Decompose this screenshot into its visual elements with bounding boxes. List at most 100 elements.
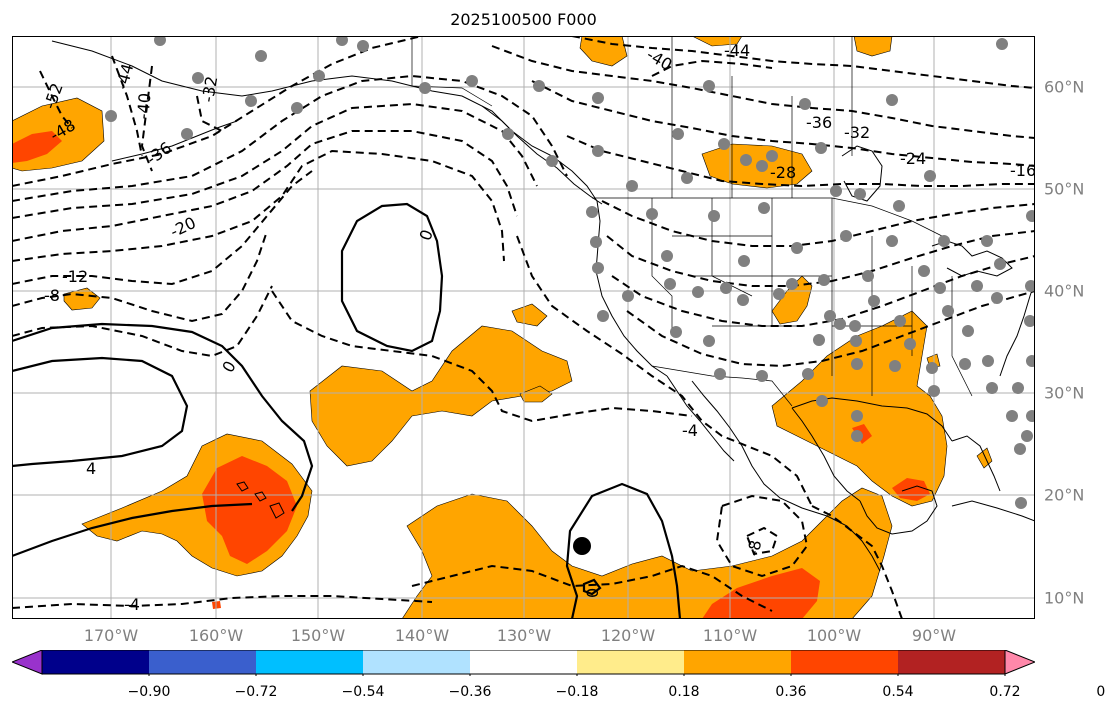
colorbar-tick-label: 0.54 <box>882 684 914 700</box>
contour-minus-32 <box>196 95 223 132</box>
station-dot <box>737 294 749 306</box>
colorbar-tick-label: 0.36 <box>775 684 807 700</box>
colorbar-segment <box>42 650 150 674</box>
contour-minus-24 <box>12 102 538 219</box>
station-dot <box>622 290 634 302</box>
contour-minus-4-west <box>12 285 273 358</box>
orange-area-top-3 <box>853 36 893 57</box>
contour-label: -4 <box>124 595 140 614</box>
station-dot <box>291 102 303 114</box>
station-dot <box>1014 443 1026 455</box>
contour-us-c <box>611 255 1035 327</box>
station-dot <box>661 250 673 262</box>
station-dot <box>1006 410 1018 422</box>
station-dot <box>336 36 348 46</box>
contour-mexico-1 <box>715 494 809 578</box>
colorbar-tick-label: −0.36 <box>448 684 492 700</box>
station-dot <box>928 385 940 397</box>
contour-canada-c <box>566 135 1035 188</box>
contour-label: -36 <box>806 113 832 132</box>
colorbar-tick-label: −0.72 <box>234 684 278 700</box>
lat-label: 50°N <box>1044 179 1085 199</box>
colorbar-segment <box>149 650 257 674</box>
station-dot <box>886 235 898 247</box>
station-dot <box>851 358 863 370</box>
station-dot <box>740 154 752 166</box>
contour-label: -40 <box>133 92 154 120</box>
map-title: 2025100500 F000 <box>450 10 597 29</box>
station-dot <box>862 270 874 282</box>
station-dot <box>894 315 906 327</box>
contour-us-d <box>626 290 1035 368</box>
observation-stations <box>105 36 1035 509</box>
contour-east-gulf <box>811 505 903 619</box>
station-dot <box>830 185 842 197</box>
station-dot <box>851 430 863 442</box>
hudson-bay <box>841 145 883 202</box>
station-dot <box>597 310 609 322</box>
station-dot <box>799 98 811 110</box>
station-dot <box>962 325 974 337</box>
station-dot <box>105 110 117 122</box>
lat-label: 40°N <box>1044 281 1085 301</box>
station-dot <box>924 170 936 182</box>
aleutian-islands <box>111 120 238 162</box>
colorbar-extend-low <box>12 650 43 675</box>
mexico-pacific-coast <box>691 380 881 572</box>
contour-us-a <box>601 200 1035 247</box>
orange-area-gulf <box>771 310 948 507</box>
station-dot <box>502 128 514 140</box>
station-dot <box>1024 315 1035 327</box>
station-dot <box>926 362 938 374</box>
us-mexico-border <box>651 365 793 407</box>
station-dot <box>681 172 693 184</box>
station-dot <box>938 235 950 247</box>
lon-label: 150°W <box>290 626 346 645</box>
contour-minus-40 <box>140 65 153 172</box>
contour-zero-small <box>582 578 602 596</box>
contour-label: -44 <box>724 41 750 60</box>
canada-us-border <box>592 197 943 237</box>
station-dot <box>824 310 836 322</box>
colorbar-tick-label: 0.18 <box>668 684 700 700</box>
contour-canada-b <box>531 80 1035 167</box>
station-dot <box>854 188 866 200</box>
colorbar-tick-label: 0.72 <box>989 684 1021 700</box>
colorbar-segment <box>791 650 899 674</box>
station-dot <box>959 358 971 370</box>
station-dot <box>664 278 676 290</box>
contour-label: -24 <box>900 149 926 168</box>
station-dot <box>1026 410 1035 422</box>
texas-coast <box>791 407 861 502</box>
colorbar-outline <box>41 650 1006 675</box>
station-dot <box>245 95 257 107</box>
contour-minus-8 <box>12 230 268 323</box>
contour-zero-closed-high <box>340 202 444 353</box>
station-dot <box>893 200 905 212</box>
contour-minus-12 <box>12 170 313 286</box>
station-dot <box>889 360 901 372</box>
colorbar-tick-label: −0.54 <box>341 684 385 700</box>
station-dot <box>590 236 602 248</box>
station-dot <box>718 138 730 150</box>
contour-label: 4 <box>86 459 96 478</box>
station-dot <box>646 208 658 220</box>
political-borders <box>411 36 973 407</box>
storm-center-marker <box>573 537 591 555</box>
red-area-east-pacific-south <box>702 568 820 619</box>
red-area-hawaii <box>202 456 297 564</box>
contour-east-pacific <box>411 564 773 612</box>
us-states <box>651 198 973 397</box>
contour-low-ring-2 <box>516 235 813 507</box>
station-dot <box>986 382 998 394</box>
station-dot <box>991 292 1003 304</box>
contour-label: -28 <box>770 163 796 182</box>
station-dot <box>1026 210 1035 222</box>
yucatan <box>859 485 938 535</box>
station-dot <box>818 274 830 286</box>
station-dot <box>994 258 1006 270</box>
colorbar <box>12 650 1035 676</box>
solid-contours <box>12 202 682 619</box>
station-dot <box>786 278 798 290</box>
map-panel: -52 -48 -44 -40 -36 -32 -20 -12 -8 0 0 -… <box>12 36 1035 619</box>
